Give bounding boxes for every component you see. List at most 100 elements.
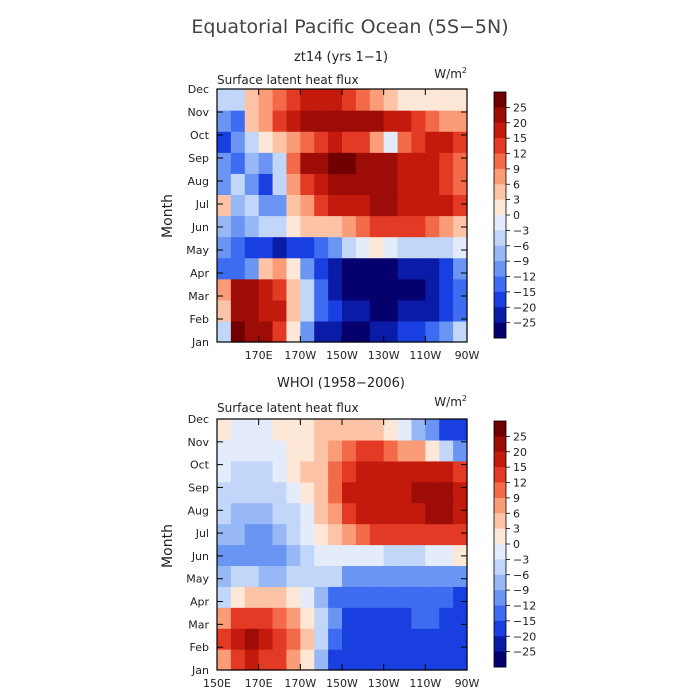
colorbar-swatch (494, 307, 506, 324)
units-label: W/m2 (434, 66, 467, 81)
heatmap-cell (230, 236, 246, 259)
heatmap-cell (342, 502, 357, 525)
heatmap-cell (397, 152, 413, 174)
heatmap-cell (411, 460, 426, 483)
y-tick-label: Apr (190, 267, 210, 280)
x-tick-label: 150E (203, 677, 231, 690)
heatmap-cell (230, 607, 246, 629)
heatmap-cell (397, 586, 413, 608)
heatmap-cell (230, 320, 246, 343)
heatmap-cell (244, 628, 260, 650)
heatmap-cell (230, 460, 246, 483)
heatmap-cell (369, 131, 385, 153)
heatmap-cell (439, 131, 454, 153)
colorbar-swatch (494, 107, 506, 124)
heatmap-cell (217, 152, 232, 174)
heatmap-cell (425, 152, 440, 174)
heatmap-cell (342, 439, 357, 462)
heatmap-cell (258, 215, 274, 238)
y-tick-label: Feb (190, 641, 209, 654)
heatmap-cell (425, 607, 440, 629)
heatmap-cell (272, 607, 288, 629)
colorbar-label: −6 (513, 240, 529, 253)
heatmap-cell (439, 299, 454, 322)
heatmap-cell (342, 320, 357, 343)
heatmap-cell (411, 278, 426, 301)
heatmap-cell (272, 565, 288, 587)
heatmap-cell (369, 481, 385, 504)
heatmap-cell (272, 110, 288, 132)
heatmap-cell (355, 194, 371, 217)
heatmap-cell (300, 607, 315, 629)
colorbar-label: −20 (513, 301, 536, 314)
heatmap-cell (314, 278, 329, 301)
heatmap-cell (383, 419, 399, 441)
heatmap-cell (397, 320, 413, 343)
heatmap-cell (314, 89, 329, 111)
heatmap-cell (342, 236, 357, 259)
heatmap-cell (314, 649, 329, 671)
colorbar-swatch (494, 590, 506, 606)
colorbar-swatch (494, 153, 506, 170)
heatmap-cell (397, 299, 413, 322)
heatmap-cell (300, 544, 315, 567)
heatmap-cell (286, 131, 301, 153)
heatmap-cell (453, 523, 468, 546)
y-tick-label: Dec (188, 83, 209, 96)
heatmap-cell (439, 320, 454, 343)
heatmap-cell (230, 419, 246, 441)
heatmap-cell (342, 194, 357, 217)
heatmap-cell (397, 194, 413, 217)
panel-subtitle: Surface latent heat flux (217, 401, 359, 415)
heatmap-cell (453, 89, 468, 111)
heatmap-cell (397, 215, 413, 238)
panel-subtitle: Surface latent heat flux (217, 73, 359, 87)
heatmap-cell (453, 110, 468, 132)
colorbar-label: −12 (513, 271, 536, 284)
heatmap-cell (342, 131, 357, 153)
heatmap-cell (355, 152, 371, 174)
figure-title: Equatorial Pacific Ocean (5S−5N) (191, 16, 508, 38)
colorbar-swatch (494, 436, 506, 453)
heatmap-cell (425, 565, 440, 587)
heatmap-cell (230, 131, 246, 153)
heatmap-cell (397, 257, 413, 280)
heatmap-cell (342, 460, 357, 483)
heatmap-cell (258, 439, 274, 462)
x-tick-label: 130W (368, 677, 400, 690)
heatmap-cell (425, 236, 440, 259)
heatmap-cell (244, 502, 260, 525)
heatmap-cell (286, 152, 301, 174)
heatmap-cell (355, 278, 371, 301)
heatmap-cell (244, 278, 260, 301)
colorbar-label: 20 (513, 446, 527, 459)
heatmap-cell (217, 299, 232, 322)
heatmap-cell (300, 502, 315, 525)
heatmap-cell (397, 544, 413, 567)
heatmap-cell (439, 419, 454, 441)
heatmap-cell (217, 481, 232, 504)
colorbar-swatch (494, 528, 506, 545)
heatmap-cell (369, 523, 385, 546)
heatmap-cell (300, 628, 315, 650)
heatmap-cell (425, 419, 440, 441)
heatmap-cell (244, 236, 260, 259)
colorbar-swatch (494, 291, 506, 308)
heatmap-cell (300, 131, 315, 153)
heatmap-cell (411, 439, 426, 462)
heatmap-cell (217, 565, 232, 587)
heatmap-cell (383, 565, 399, 587)
heatmap-cell (314, 523, 329, 546)
heatmap-cell (425, 481, 440, 504)
heatmap-cell (217, 628, 232, 650)
heatmap-cell (244, 152, 260, 174)
heatmap-cell (300, 586, 315, 608)
heatmap-cell (342, 152, 357, 174)
colorbar-label: −12 (513, 600, 536, 613)
heatmap-cell (217, 236, 232, 259)
heatmap-cell (425, 299, 440, 322)
heatmap-cell (439, 89, 454, 111)
heatmap-cell (369, 439, 385, 462)
heatmap-cell (328, 194, 343, 217)
heatmap-cell (314, 215, 329, 238)
